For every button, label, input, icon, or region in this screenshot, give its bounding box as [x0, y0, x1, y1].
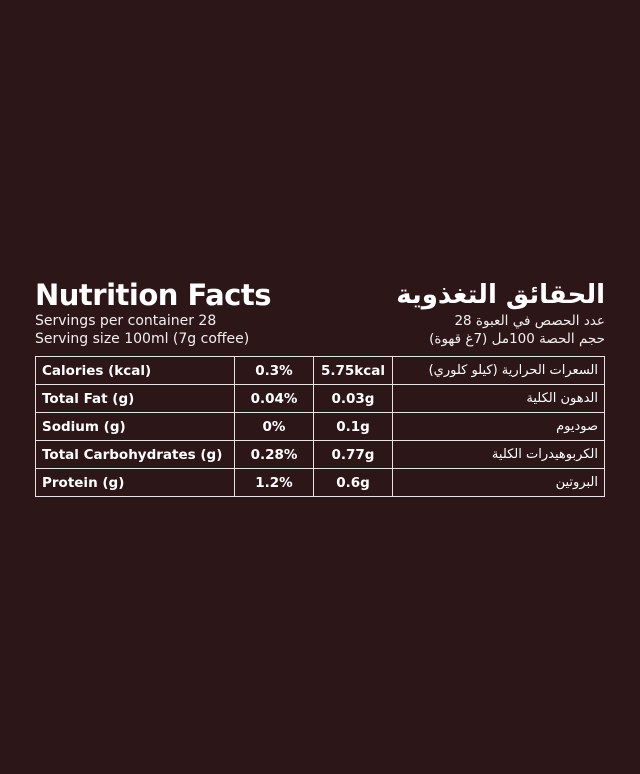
nutrient-value: 0.03g	[313, 384, 393, 413]
servings-per-container-ar: عدد الحصص في العبوة 28	[454, 313, 605, 329]
nutrient-label-ar: السعرات الحرارية (كيلو كلوري)	[392, 356, 605, 385]
serving-size-ar: حجم الحصة 100مل (7غ قهوة)	[429, 331, 605, 347]
table-row: Total Fat (g) 0.04% 0.03g الدهون الكلية	[35, 384, 605, 413]
nutrient-percent: 0.28%	[234, 440, 314, 469]
servings-per-container-en: Servings per container 28	[35, 313, 217, 329]
nutrient-label-ar: الدهون الكلية	[392, 384, 605, 413]
nutrient-value: 0.77g	[313, 440, 393, 469]
nutrient-label-ar: الكربوهيدرات الكلية	[392, 440, 605, 469]
nutrient-value: 5.75kcal	[313, 356, 393, 385]
nutrient-label: Calories (kcal)	[35, 356, 235, 385]
nutrient-value: 0.1g	[313, 412, 393, 441]
nutrition-table: Calories (kcal) 0.3% 5.75kcal السعرات ال…	[35, 356, 605, 497]
table-row: Protein (g) 1.2% 0.6g البروتين	[35, 468, 605, 497]
nutrient-percent: 1.2%	[234, 468, 314, 497]
nutrient-label: Protein (g)	[35, 468, 235, 497]
nutrient-percent: 0.3%	[234, 356, 314, 385]
nutrient-label: Sodium (g)	[35, 412, 235, 441]
title-arabic: الحقائق التغذوية	[396, 280, 605, 310]
serving-size-en: Serving size 100ml (7g coffee)	[35, 331, 250, 347]
nutrient-value: 0.6g	[313, 468, 393, 497]
table-row: Sodium (g) 0% 0.1g صوديوم	[35, 412, 605, 441]
table-row: Total Carbohydrates (g) 0.28% 0.77g الكر…	[35, 440, 605, 469]
nutrient-label-ar: صوديوم	[392, 412, 605, 441]
nutrient-label-ar: البروتين	[392, 468, 605, 497]
nutrient-label: Total Carbohydrates (g)	[35, 440, 235, 469]
nutrient-percent: 0%	[234, 412, 314, 441]
title-english: Nutrition Facts	[35, 278, 271, 312]
nutrient-percent: 0.04%	[234, 384, 314, 413]
nutrient-label: Total Fat (g)	[35, 384, 235, 413]
table-row: Calories (kcal) 0.3% 5.75kcal السعرات ال…	[35, 356, 605, 385]
